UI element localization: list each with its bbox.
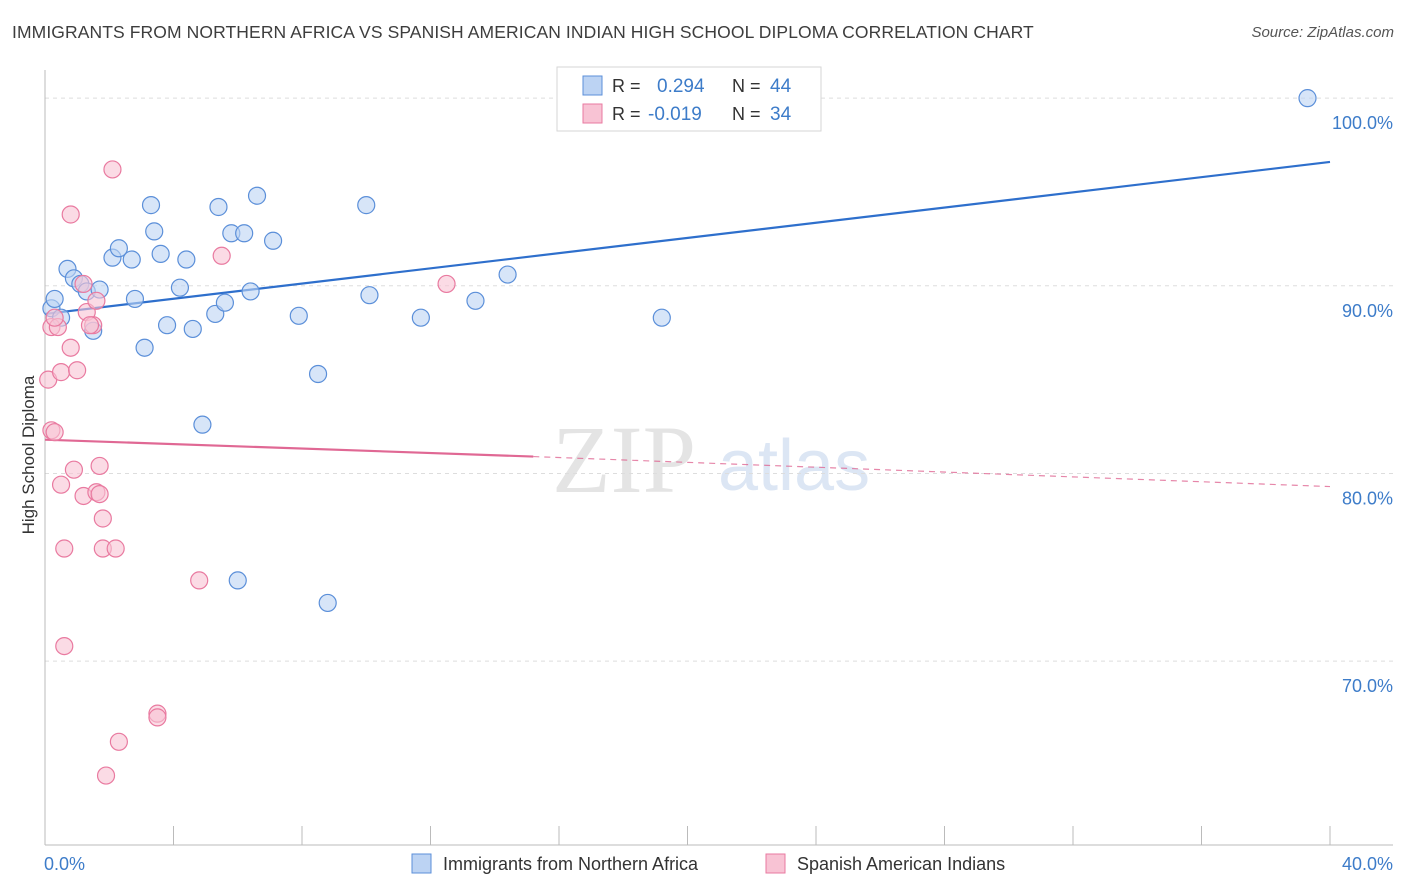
point-blue-17 [157,316,177,335]
series-legend-swatch-pink [765,853,786,874]
point-pink-17 [87,291,106,310]
point-blue-30 [263,231,283,250]
point-pink-11 [64,460,84,479]
point-pink-5 [51,475,71,494]
point-blue-12 [125,289,145,309]
trend-line-pink [44,438,534,458]
point-blue-11 [122,250,141,269]
series-legend-swatch-blue [411,853,432,874]
point-blue-32 [308,364,328,384]
point-blue-40 [1298,89,1317,108]
point-pink-19 [90,456,109,476]
point-blue-20 [183,319,202,339]
point-blue-38 [498,265,517,284]
chart-title: IMMIGRANTS FROM NORTHERN AFRICA VS SPANI… [12,22,1034,42]
point-pink-31 [437,274,456,294]
point-blue-29 [247,186,267,205]
series-legend: Immigrants from Northern Africa Spanish … [411,853,1005,874]
point-blue-37 [466,291,485,310]
point-blue-31 [289,306,308,325]
stats-legend-r-label-1: R = [612,76,641,96]
trend-line-pink-dashed [533,455,1331,488]
point-blue-24 [215,293,234,312]
y-tick-label-2: 90.0% [1342,301,1393,321]
watermark-atlas: atlas [718,426,870,506]
point-blue-33 [318,593,337,613]
stats-legend-n-value-2: 34 [770,104,792,125]
point-pink-23 [103,160,122,179]
series-legend-label-pink: Spanish American Indians [797,854,1005,874]
point-pink-32 [45,308,64,327]
point-blue-39 [652,308,671,327]
y-tick-label-3: 100.0% [1332,113,1393,133]
point-pink-29 [190,571,209,590]
point-pink-6 [51,363,71,382]
point-blue-16 [151,244,170,263]
y-axis-label: High School Diploma [19,375,38,534]
point-blue-21 [193,415,212,434]
stats-legend-r-value-2: -0.019 [648,104,702,125]
point-blue-10 [109,239,128,258]
source-label: Source: ZipAtlas.com [1251,24,1394,41]
point-pink-24 [106,539,125,558]
point-pink-25 [109,732,128,751]
point-pink-28 [148,708,167,727]
stats-legend: R = 0.294 N = 44 R = -0.019 N = 34 [556,66,822,132]
point-blue-27 [235,224,254,243]
point-pink-10 [61,338,80,357]
point-blue-36 [411,308,430,327]
point-pink-30 [212,246,231,265]
stats-legend-swatch-pink [582,103,603,124]
point-pink-12 [68,361,87,380]
point-blue-14 [141,196,161,215]
point-blue-26 [228,571,247,590]
x-tick-label-1: 40.0% [1342,854,1393,874]
point-blue-28 [241,282,260,301]
point-pink-3 [45,423,64,442]
point-blue-13 [135,338,154,357]
point-blue-1 [45,289,64,309]
stats-legend-n-label-2: N = [732,104,761,124]
point-pink-9 [61,205,80,224]
point-pink-26 [96,766,116,785]
point-pink-7 [55,539,74,558]
point-pink-13 [74,274,93,294]
point-blue-18 [170,278,190,297]
point-pink-20 [90,484,109,504]
point-pink-22 [93,509,112,528]
point-blue-23 [209,197,228,217]
stats-legend-r-label-2: R = [612,104,641,124]
stats-legend-r-value-1: 0.294 [657,76,705,97]
point-blue-19 [177,250,196,269]
point-blue-34 [357,196,376,215]
y-tick-label-1: 80.0% [1342,488,1393,508]
x-tick-label-0: 0.0% [44,854,85,874]
point-blue-15 [145,222,164,241]
series-legend-label-blue: Immigrants from Northern Africa [443,854,699,874]
point-pink-33 [80,316,100,335]
point-blue-35 [360,286,379,305]
point-pink-8 [55,636,74,656]
y-tick-label-0: 70.0% [1342,676,1393,696]
stats-legend-n-value-1: 44 [770,76,792,97]
stats-legend-swatch-blue [582,75,603,96]
stats-legend-n-label-1: N = [732,76,761,96]
